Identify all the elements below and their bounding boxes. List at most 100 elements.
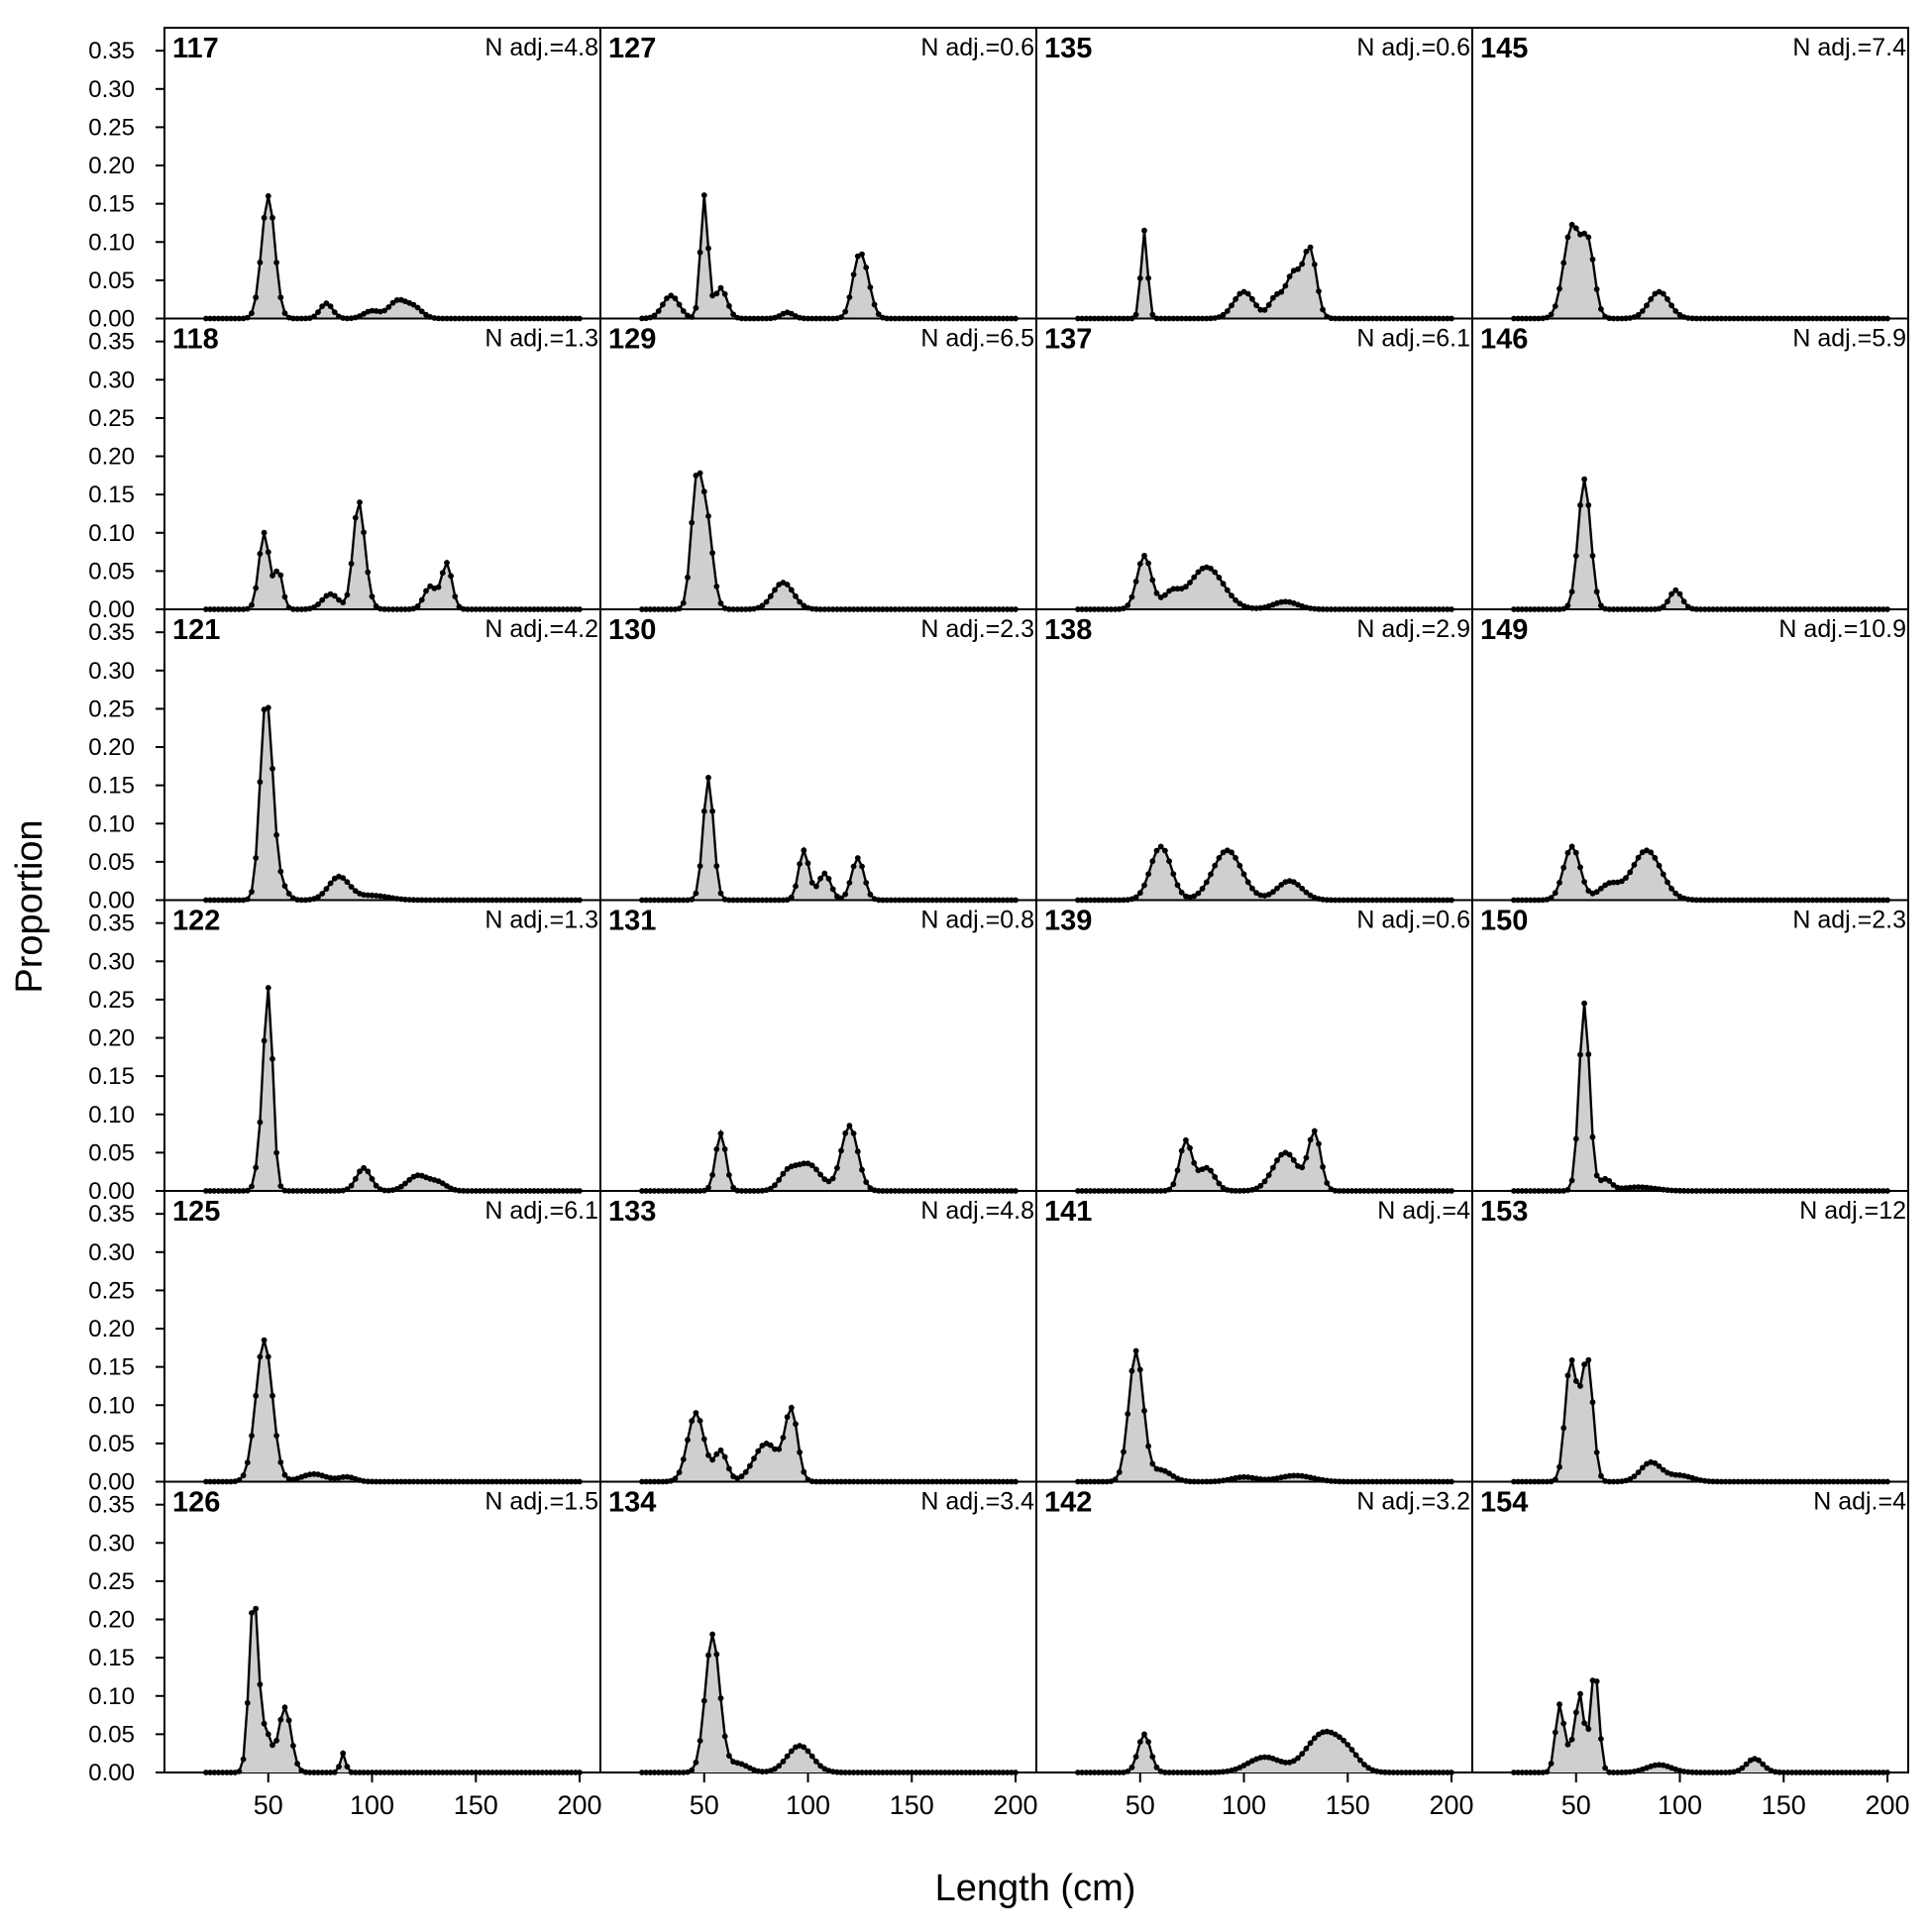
data-point xyxy=(1581,1720,1587,1726)
data-point xyxy=(793,1421,799,1428)
data-point xyxy=(253,1164,260,1171)
data-point xyxy=(261,214,268,221)
data-point xyxy=(689,1767,696,1773)
data-point xyxy=(788,1748,795,1755)
data-point xyxy=(1075,1770,1081,1775)
data-point xyxy=(1316,1140,1322,1147)
data-point xyxy=(1191,1770,1198,1775)
data-point xyxy=(1212,862,1219,869)
data-point xyxy=(1772,1769,1778,1775)
data-point xyxy=(941,1770,948,1775)
x-axis-col-2: 50 100 150 200 xyxy=(690,1772,1038,1820)
data-point xyxy=(1141,1731,1147,1738)
data-point xyxy=(1104,1770,1111,1775)
data-point xyxy=(1635,311,1642,318)
panel-145: 145 N adj.=7.4 xyxy=(1471,27,1909,322)
data-point xyxy=(1610,879,1617,886)
data-point xyxy=(352,1770,359,1775)
data-point xyxy=(925,1770,931,1775)
panel-frame xyxy=(163,899,601,1192)
panel-121: 121 N adj.=4.2 xyxy=(163,608,601,904)
data-point xyxy=(717,1447,724,1453)
data-point xyxy=(249,1433,255,1439)
y-axis-row-5: 0.00 0.05 0.10 0.15 0.20 0.25 0.30 0.35 xyxy=(88,1201,164,1496)
area-fill xyxy=(641,195,1017,319)
data-point xyxy=(780,1435,787,1441)
x-tick-label: 150 xyxy=(454,1790,498,1820)
panel-130: 130 N adj.=2.3 xyxy=(599,608,1037,904)
data-point xyxy=(808,880,815,886)
data-point xyxy=(1141,227,1147,234)
data-point xyxy=(357,1168,363,1175)
y-axis-row-6: 0.00 0.05 0.10 0.15 0.20 0.25 0.30 0.35 xyxy=(88,1492,164,1786)
data-point xyxy=(1203,879,1210,886)
data-point xyxy=(265,1731,271,1738)
y-tick-label: 0.30 xyxy=(88,1239,135,1266)
data-point xyxy=(1337,1734,1342,1741)
panel-nadj: N adj.=0.6 xyxy=(920,34,1034,61)
data-point xyxy=(971,1770,977,1775)
y-tick-label: 0.15 xyxy=(88,773,135,800)
data-point xyxy=(290,1743,296,1749)
data-point xyxy=(755,1448,762,1454)
data-point xyxy=(323,1770,330,1775)
data-point xyxy=(1797,1770,1803,1775)
data-point xyxy=(1631,862,1638,868)
data-point xyxy=(1187,580,1193,586)
data-point xyxy=(709,807,715,814)
data-point xyxy=(1199,886,1206,892)
panel-129: 129 N adj.=6.5 xyxy=(599,317,1037,612)
data-point xyxy=(693,304,699,311)
data-point xyxy=(1572,1378,1579,1384)
data-point xyxy=(444,560,450,566)
data-point xyxy=(1299,885,1306,892)
data-point xyxy=(1203,1164,1210,1171)
data-point xyxy=(813,883,819,890)
data-point xyxy=(780,1170,787,1177)
data-point xyxy=(448,1770,454,1775)
y-tick-label: 0.25 xyxy=(88,987,135,1014)
data-point xyxy=(1009,1770,1015,1775)
data-point xyxy=(1860,1770,1866,1775)
data-point xyxy=(414,603,421,609)
data-point xyxy=(950,1770,957,1775)
series-line xyxy=(641,1634,1016,1774)
data-point xyxy=(1660,603,1666,610)
data-point xyxy=(1568,843,1575,850)
data-point xyxy=(680,1770,687,1775)
data-point xyxy=(1299,261,1306,268)
data-point xyxy=(365,892,372,899)
y-tick-label: 0.25 xyxy=(88,114,135,141)
data-point xyxy=(954,1770,961,1775)
data-point xyxy=(1311,262,1318,268)
data-point xyxy=(1183,1770,1189,1775)
panel-frame xyxy=(1035,27,1473,320)
area-fill xyxy=(1513,224,1888,319)
data-point xyxy=(1311,1127,1318,1134)
y-tick-label: 0.20 xyxy=(88,1607,135,1634)
data-point xyxy=(1253,1185,1259,1192)
data-point xyxy=(1324,1180,1331,1186)
data-point xyxy=(1141,552,1147,559)
data-point xyxy=(813,1759,819,1765)
panel-nadj: N adj.=4.2 xyxy=(484,615,598,643)
data-point xyxy=(336,1764,342,1770)
area-fill xyxy=(1513,1680,1888,1772)
data-point xyxy=(418,1770,425,1775)
panel-125: 125 N adj.=6.1 xyxy=(163,1190,601,1485)
data-point xyxy=(1170,1473,1177,1479)
data-point xyxy=(244,1699,251,1706)
data-point xyxy=(668,292,675,299)
data-point xyxy=(477,1770,483,1775)
data-point xyxy=(1652,855,1659,861)
panel-label: 150 xyxy=(1480,906,1528,937)
data-point xyxy=(1125,602,1131,608)
data-point xyxy=(1656,1762,1663,1769)
data-point xyxy=(700,1697,707,1704)
data-point xyxy=(660,301,666,308)
panel-146: 146 N adj.=5.9 xyxy=(1471,317,1909,612)
data-point xyxy=(842,1770,849,1775)
y-tick-label: 0.30 xyxy=(88,658,135,685)
data-point xyxy=(327,1770,334,1775)
panel-frame xyxy=(163,1190,601,1483)
